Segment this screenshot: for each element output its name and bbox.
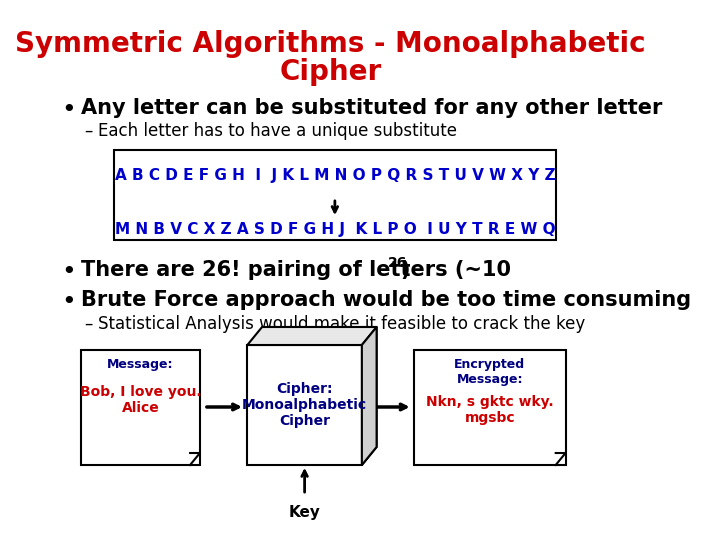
FancyBboxPatch shape [248,345,362,465]
Text: Key: Key [289,505,320,520]
FancyBboxPatch shape [81,350,200,465]
Text: –: – [84,122,92,140]
Text: Statistical Analysis would make it feasible to crack the key: Statistical Analysis would make it feasi… [98,315,585,333]
Text: Bob, I love you.
Alice: Bob, I love you. Alice [80,385,202,415]
Text: Cipher: Cipher [279,58,382,86]
FancyBboxPatch shape [414,350,565,465]
Text: Nkn, s gktc wky.
mgsbc: Nkn, s gktc wky. mgsbc [426,395,554,425]
Polygon shape [362,327,377,465]
Text: •: • [61,98,76,122]
Text: •: • [61,290,76,314]
Text: Each letter has to have a unique substitute: Each letter has to have a unique substit… [98,122,456,140]
Text: Any letter can be substituted for any other letter: Any letter can be substituted for any ot… [81,98,662,118]
Text: There are 26! pairing of letters (~10: There are 26! pairing of letters (~10 [81,260,511,280]
Text: Encrypted
Message:: Encrypted Message: [454,358,526,386]
Text: M N B V C X Z A S D F G H J  K L P O  I U Y T R E W Q: M N B V C X Z A S D F G H J K L P O I U … [114,222,555,237]
Polygon shape [248,327,377,345]
Text: Brute Force approach would be too time consuming: Brute Force approach would be too time c… [81,290,691,310]
Text: –: – [84,315,92,333]
Text: Message:: Message: [107,358,174,371]
Text: Cipher:
Monoalphabetic
Cipher: Cipher: Monoalphabetic Cipher [242,382,367,428]
Text: •: • [61,260,76,284]
FancyBboxPatch shape [114,150,556,240]
Text: Symmetric Algorithms - Monoalphabetic: Symmetric Algorithms - Monoalphabetic [15,30,646,58]
Text: 26: 26 [388,256,408,270]
Text: A B C D E F G H  I  J K L M N O P Q R S T U V W X Y Z: A B C D E F G H I J K L M N O P Q R S T … [114,168,555,183]
Text: ): ) [400,260,410,280]
